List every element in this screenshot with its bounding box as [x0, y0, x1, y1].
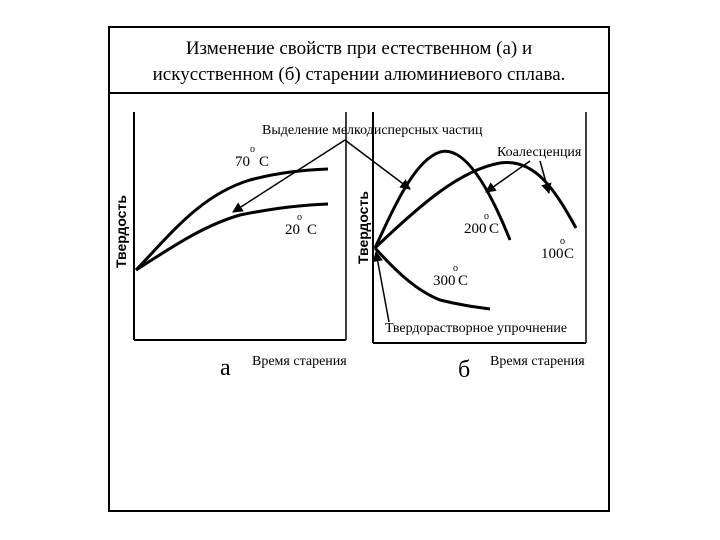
label-200-unit: C: [489, 221, 499, 237]
curve-300c: [373, 246, 491, 311]
curve-200c: [373, 149, 512, 249]
label-20-deg: o: [297, 212, 302, 223]
label-200-value: 200: [464, 221, 487, 237]
panel-a-xlabel: Время старения: [252, 354, 347, 369]
title-line-1: Изменение свойств при естественном (а) и: [185, 38, 533, 59]
label-100-unit: C: [564, 246, 574, 262]
label-300-unit: C: [458, 273, 468, 289]
panel-a-axes: [133, 112, 347, 341]
label-70-value: 70: [235, 154, 250, 170]
label-70-unit: C: [259, 154, 269, 170]
annotation-solid-solution: Твердорастворное упрочнение: [385, 321, 567, 336]
panel-b-ylabel: Твердость: [355, 191, 371, 264]
label-100-deg: o: [560, 236, 565, 247]
arrow-coalescence-to-200c: [485, 160, 531, 193]
title-box: Изменение свойств при естественном (а) и…: [108, 26, 610, 94]
title-line-2: искусственном (б) старении алюминиевого …: [152, 64, 566, 85]
label-20-unit: C: [307, 222, 317, 238]
annotation-coalescence: Коалесценция: [497, 145, 582, 160]
label-300-value: 300: [433, 273, 456, 289]
label-100-value: 100: [541, 246, 564, 262]
panel-b-label: б: [458, 357, 470, 383]
curve-100c: [373, 161, 578, 250]
panel-a-ylabel: Твердость: [113, 195, 129, 268]
label-200-deg: o: [484, 211, 489, 222]
arrow-coalescence-to-100c: [539, 160, 552, 195]
arrow-precipitation-to-20c: [232, 139, 346, 213]
label-20-value: 20: [285, 222, 300, 238]
annotation-precipitation: Выделение мелкодисперсных частиц: [262, 123, 483, 138]
label-300-deg: o: [453, 263, 458, 274]
label-70-deg: o: [250, 144, 255, 155]
arrow-precipitation-to-200c: [344, 139, 411, 190]
curve-70c: [134, 167, 329, 272]
curve-20c: [135, 202, 329, 272]
panel-b-xlabel: Время старения: [490, 354, 585, 369]
arrow-solid-solution: [372, 250, 390, 323]
panel-b-axes: [372, 112, 587, 344]
panel-a-label: а: [220, 355, 231, 381]
